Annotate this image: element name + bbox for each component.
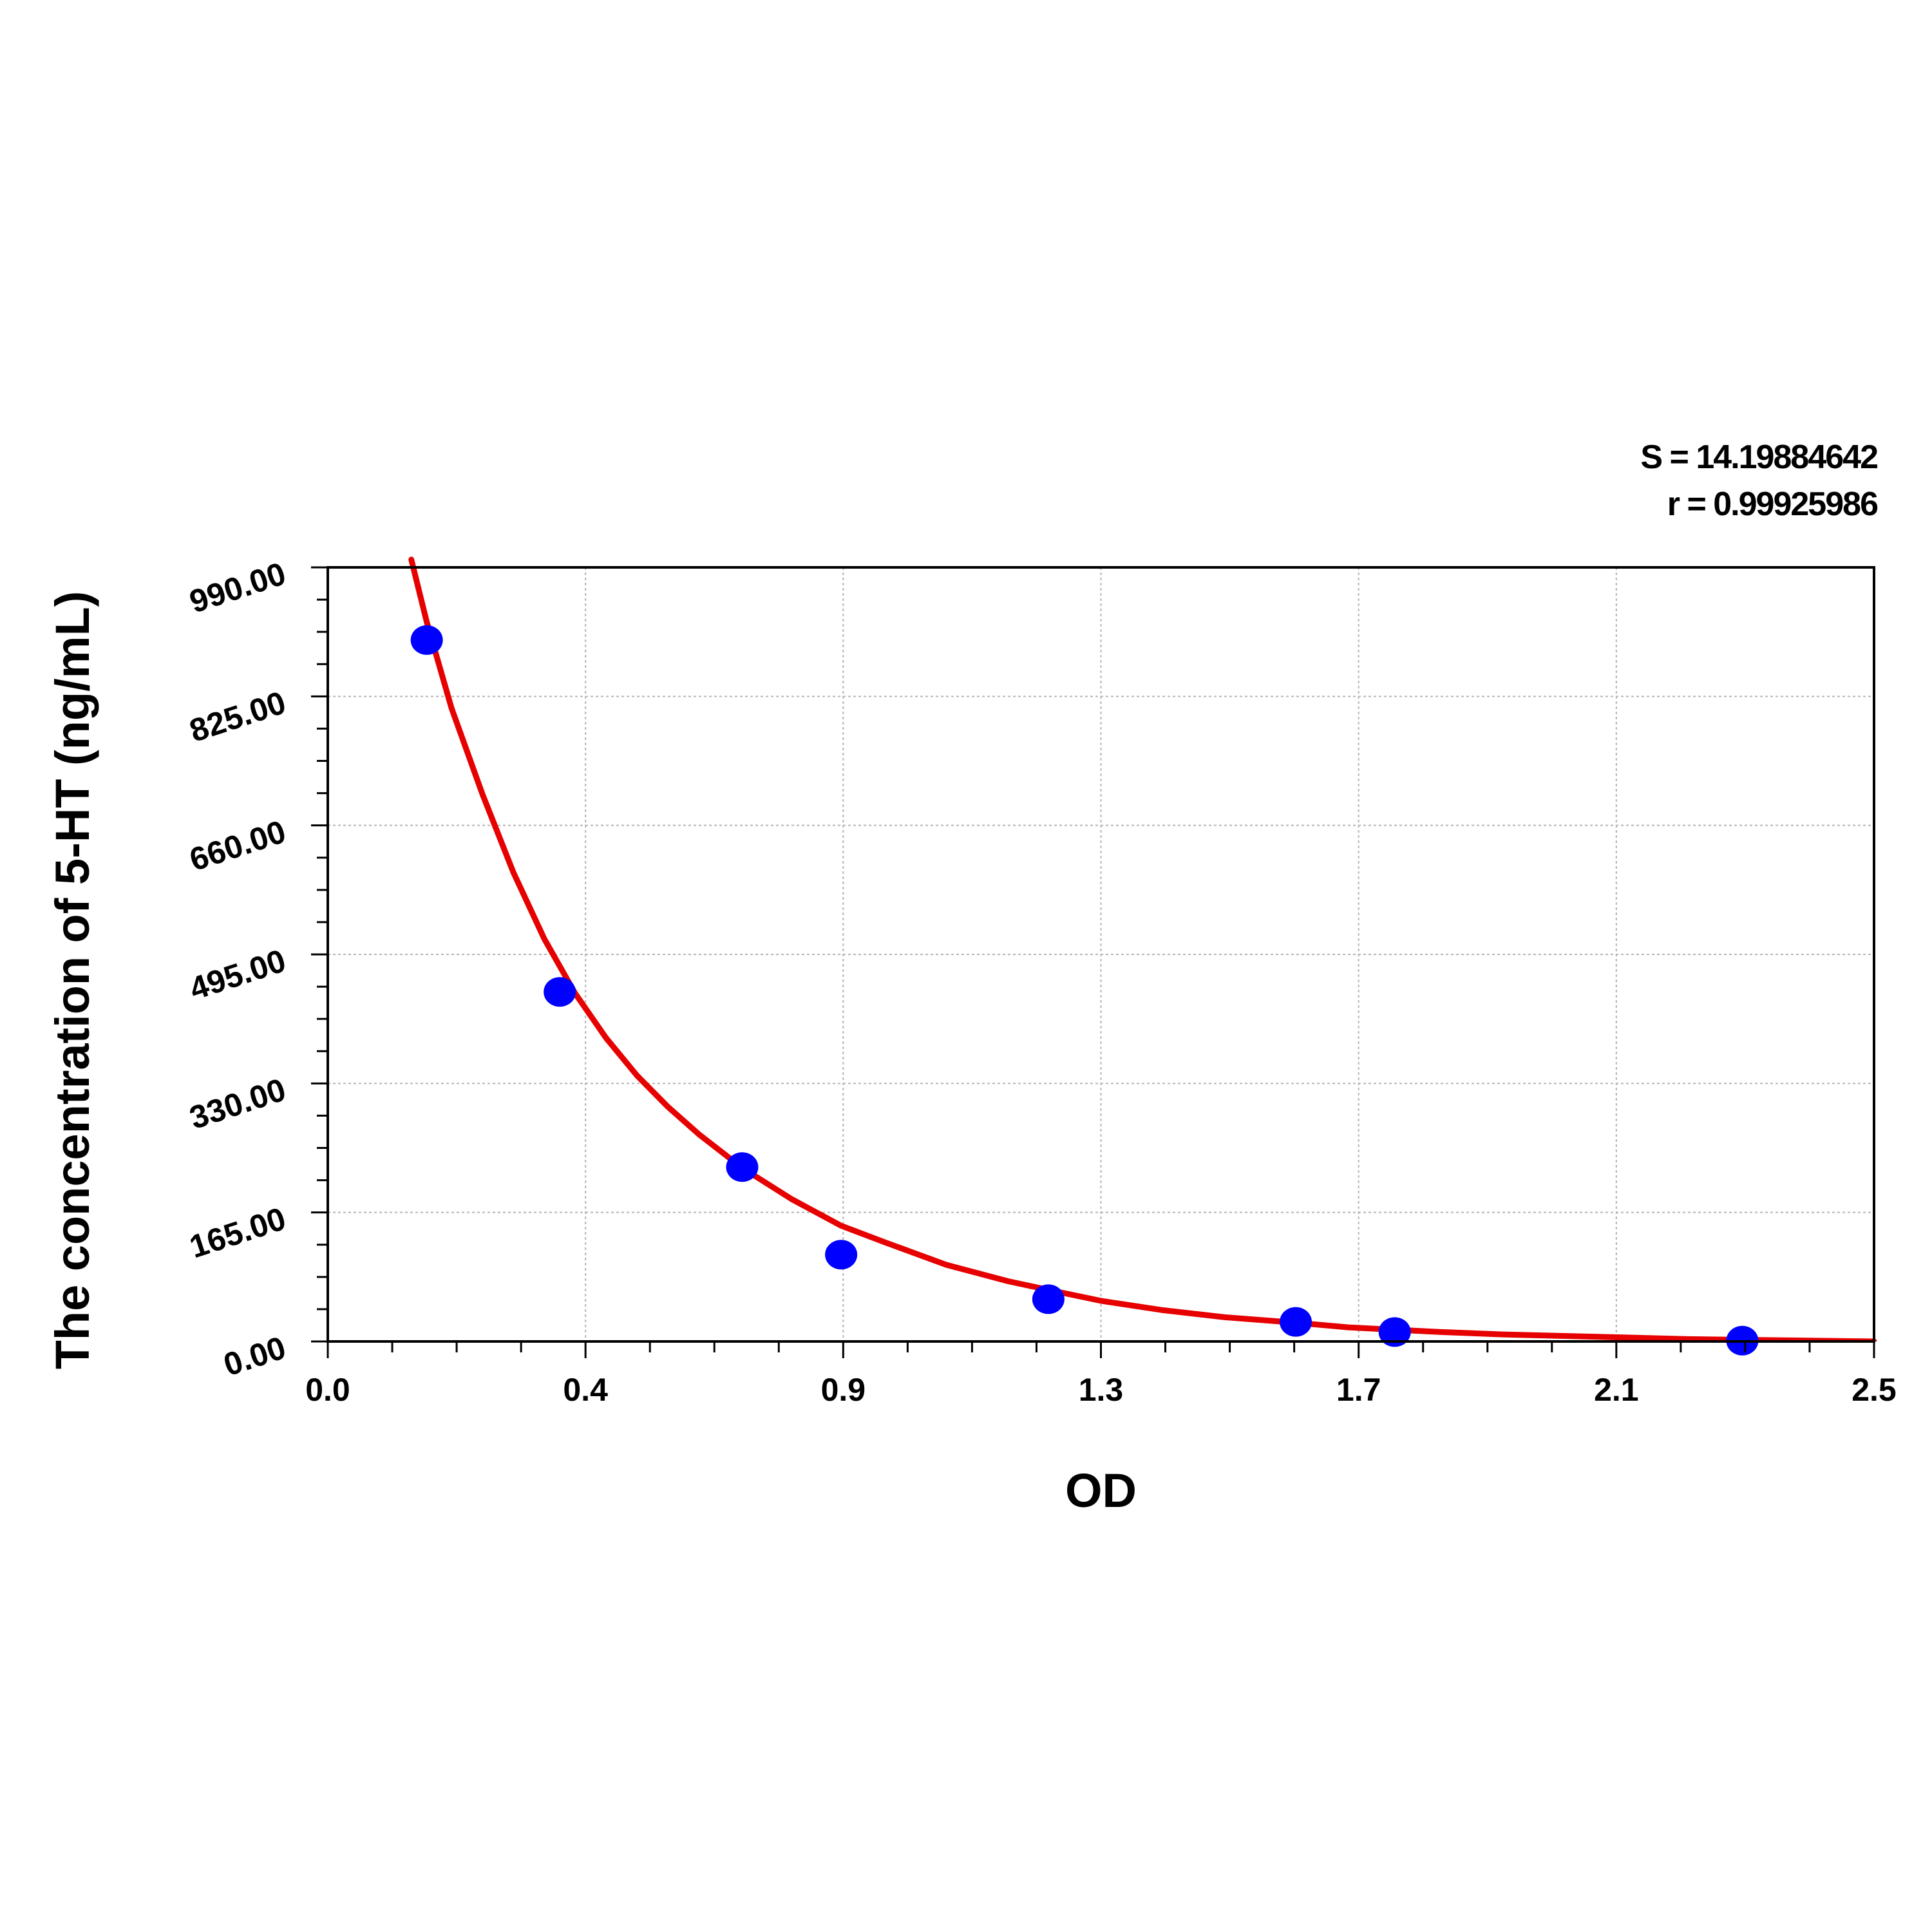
x-tick-labels: 0.0 0.4 0.9 1.3 1.7 2.1 2.5 (305, 1372, 1897, 1408)
fit-s-statistic: S = 14.19884642 (1640, 439, 1877, 476)
x-tick-label: 0.0 (305, 1372, 350, 1408)
data-point (410, 625, 443, 655)
x-tick-label: 1.7 (1336, 1372, 1381, 1408)
x-axis-title: OD (1065, 1464, 1137, 1517)
fit-curve-layer (408, 556, 1877, 1341)
fit-r-statistic: r = 0.99925986 (1667, 486, 1878, 523)
data-point (1032, 1284, 1065, 1314)
data-point (1280, 1307, 1312, 1337)
fit-curve (408, 556, 1877, 1341)
x-tick-label: 2.5 (1852, 1372, 1897, 1408)
x-tick-label: 1.3 (1079, 1372, 1124, 1408)
x-tick-label: 2.1 (1594, 1372, 1639, 1408)
x-tick-label: 0.4 (563, 1372, 608, 1408)
data-point (726, 1152, 759, 1182)
grid-lines (328, 567, 1874, 1341)
data-point (825, 1240, 858, 1270)
x-tick-label: 0.9 (821, 1372, 866, 1408)
y-axis-title: The concentration of 5-HT (ng/mL) (46, 591, 99, 1370)
data-point (1378, 1317, 1411, 1347)
axis-ticks (311, 566, 1875, 1358)
data-point (544, 977, 576, 1007)
